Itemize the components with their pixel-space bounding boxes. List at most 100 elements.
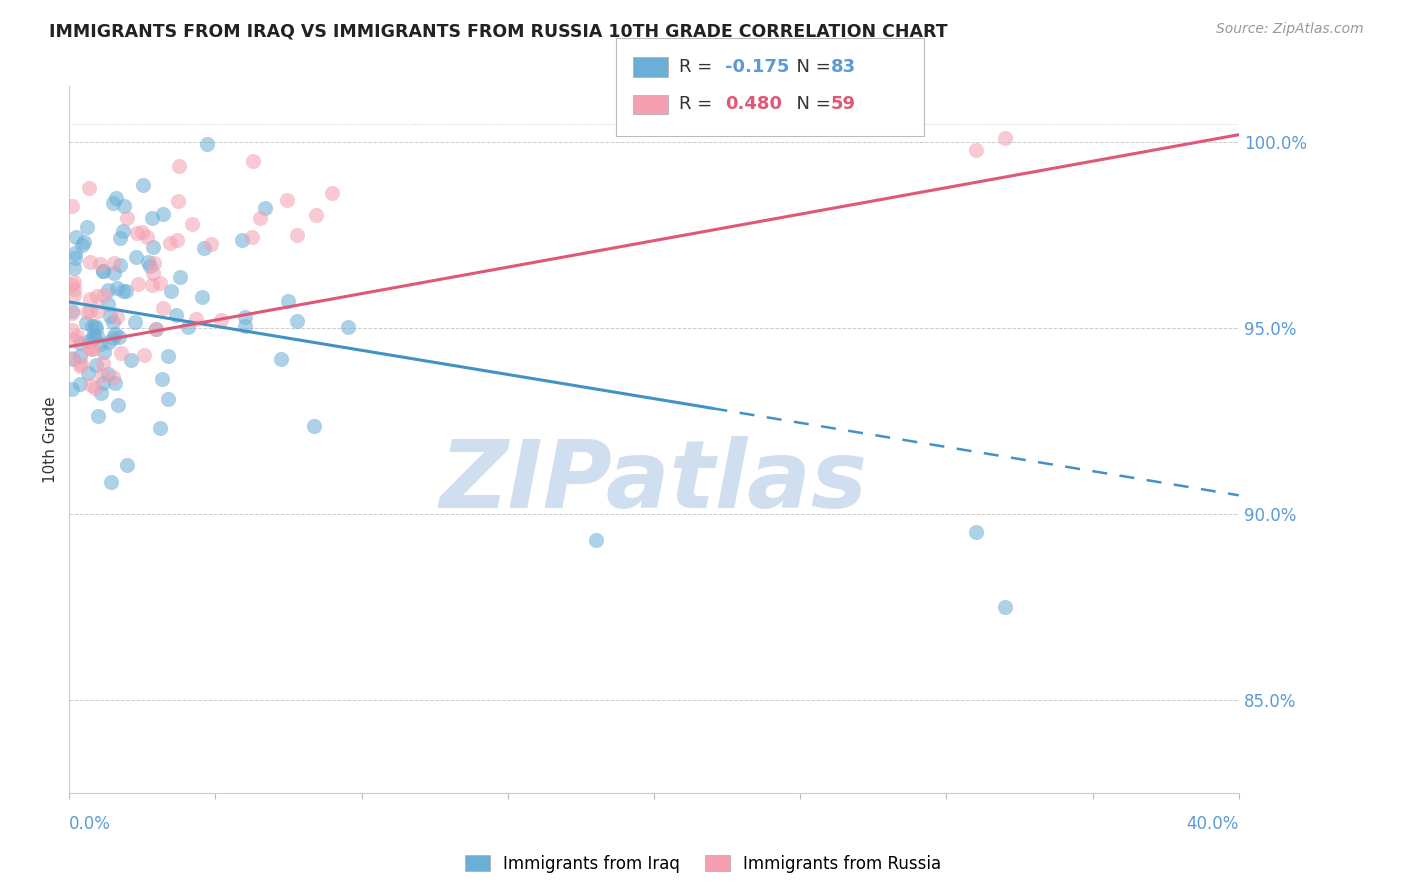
Point bbox=[107, 329, 129, 343]
Point bbox=[89, 337, 111, 351]
Point bbox=[97, 367, 120, 381]
Point bbox=[285, 227, 308, 242]
Text: ZIPatlas: ZIPatlas bbox=[440, 436, 868, 528]
Point bbox=[77, 334, 100, 348]
Point bbox=[60, 322, 83, 336]
Point bbox=[98, 309, 121, 323]
Point bbox=[60, 351, 83, 366]
Text: -0.175: -0.175 bbox=[725, 58, 790, 76]
Text: Source: ZipAtlas.com: Source: ZipAtlas.com bbox=[1216, 22, 1364, 37]
Point bbox=[253, 201, 276, 215]
Point bbox=[285, 314, 308, 328]
Point bbox=[63, 246, 86, 260]
Point bbox=[60, 304, 83, 318]
Point bbox=[72, 238, 94, 252]
Point bbox=[103, 315, 125, 329]
Point bbox=[231, 234, 253, 248]
Point bbox=[169, 269, 191, 284]
Point bbox=[70, 357, 93, 371]
Point bbox=[124, 315, 146, 329]
Point bbox=[97, 297, 120, 311]
Point bbox=[87, 409, 110, 423]
Text: 40.0%: 40.0% bbox=[1187, 815, 1239, 833]
Point bbox=[134, 348, 156, 362]
Point bbox=[180, 217, 202, 231]
Point bbox=[148, 421, 170, 435]
Point bbox=[240, 229, 263, 244]
Point bbox=[965, 525, 987, 540]
Point bbox=[142, 255, 165, 269]
Point bbox=[125, 227, 148, 241]
Point bbox=[103, 369, 125, 384]
Point bbox=[233, 310, 256, 324]
Point bbox=[242, 153, 264, 168]
Point bbox=[152, 301, 174, 316]
Point bbox=[167, 159, 190, 173]
Point bbox=[305, 208, 328, 222]
Point bbox=[62, 351, 84, 366]
Point bbox=[132, 178, 155, 192]
Point bbox=[77, 366, 100, 380]
Point bbox=[66, 329, 89, 343]
Point bbox=[136, 230, 159, 244]
Text: N =: N = bbox=[785, 95, 837, 113]
Point bbox=[249, 211, 271, 225]
Point bbox=[76, 219, 98, 234]
Point bbox=[107, 399, 129, 413]
Point bbox=[103, 331, 125, 345]
Point bbox=[79, 292, 101, 306]
Point bbox=[79, 255, 101, 269]
Point bbox=[108, 258, 131, 272]
Point bbox=[84, 321, 107, 335]
Point bbox=[145, 322, 167, 336]
Point bbox=[200, 236, 222, 251]
Point bbox=[97, 283, 120, 297]
Point bbox=[994, 599, 1017, 614]
Point bbox=[166, 233, 188, 247]
Point bbox=[63, 251, 86, 265]
Point bbox=[75, 316, 97, 330]
Point bbox=[100, 475, 122, 490]
Point bbox=[270, 351, 292, 366]
Point bbox=[73, 235, 96, 250]
Point bbox=[69, 359, 91, 374]
Point bbox=[139, 259, 162, 273]
Point bbox=[63, 333, 86, 347]
Point bbox=[87, 304, 110, 318]
Point bbox=[91, 264, 114, 278]
Point bbox=[156, 349, 179, 363]
Text: R =: R = bbox=[679, 95, 718, 113]
Point bbox=[93, 345, 115, 359]
Point bbox=[60, 199, 83, 213]
Point bbox=[77, 181, 100, 195]
Point bbox=[233, 319, 256, 334]
Point bbox=[93, 287, 115, 301]
Point bbox=[104, 327, 127, 342]
Text: 59: 59 bbox=[831, 95, 856, 113]
Point bbox=[91, 356, 114, 370]
Point bbox=[69, 376, 91, 391]
Point bbox=[90, 368, 112, 383]
Point bbox=[80, 342, 103, 356]
Point bbox=[150, 372, 173, 386]
Point bbox=[136, 254, 159, 268]
Point bbox=[79, 378, 101, 392]
Point bbox=[60, 306, 83, 320]
Point bbox=[141, 266, 163, 280]
Text: IMMIGRANTS FROM IRAQ VS IMMIGRANTS FROM RUSSIA 10TH GRADE CORRELATION CHART: IMMIGRANTS FROM IRAQ VS IMMIGRANTS FROM … bbox=[49, 22, 948, 40]
Point bbox=[84, 319, 107, 334]
Point bbox=[125, 250, 148, 264]
Point bbox=[152, 207, 174, 221]
Point bbox=[69, 335, 91, 350]
Point bbox=[60, 382, 83, 396]
Point bbox=[117, 458, 139, 473]
Point bbox=[104, 191, 127, 205]
Point bbox=[65, 230, 87, 244]
Point bbox=[63, 282, 86, 296]
Point bbox=[82, 329, 104, 343]
Point bbox=[108, 230, 131, 244]
Point bbox=[62, 276, 84, 290]
Text: N =: N = bbox=[785, 58, 837, 76]
Point bbox=[127, 277, 149, 291]
Text: 0.0%: 0.0% bbox=[69, 815, 111, 833]
